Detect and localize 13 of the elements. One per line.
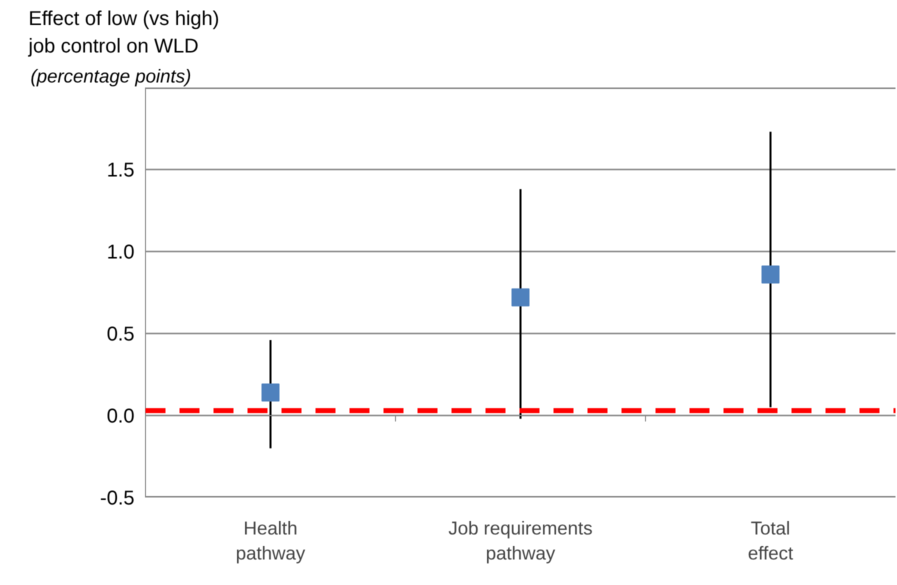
x-tick-label: Total effect: [748, 518, 794, 564]
y-tick-label: 1.5: [106, 160, 135, 182]
y-tick-label: 0.5: [106, 324, 135, 346]
chart-subtitle: (percentage points): [30, 66, 192, 86]
y-tick-label: -0.5: [100, 488, 135, 510]
point: [512, 288, 530, 306]
point: [262, 384, 280, 402]
x-tick-label: Health pathway: [236, 518, 306, 564]
x-tick-label: Job requirements pathway: [448, 518, 593, 564]
chart-title: Effect of low (vs high) job control on WLD: [28, 8, 220, 58]
point: [762, 265, 780, 284]
y-tick-label: 1.0: [106, 242, 135, 264]
y-tick-label: 0.0: [106, 406, 135, 428]
